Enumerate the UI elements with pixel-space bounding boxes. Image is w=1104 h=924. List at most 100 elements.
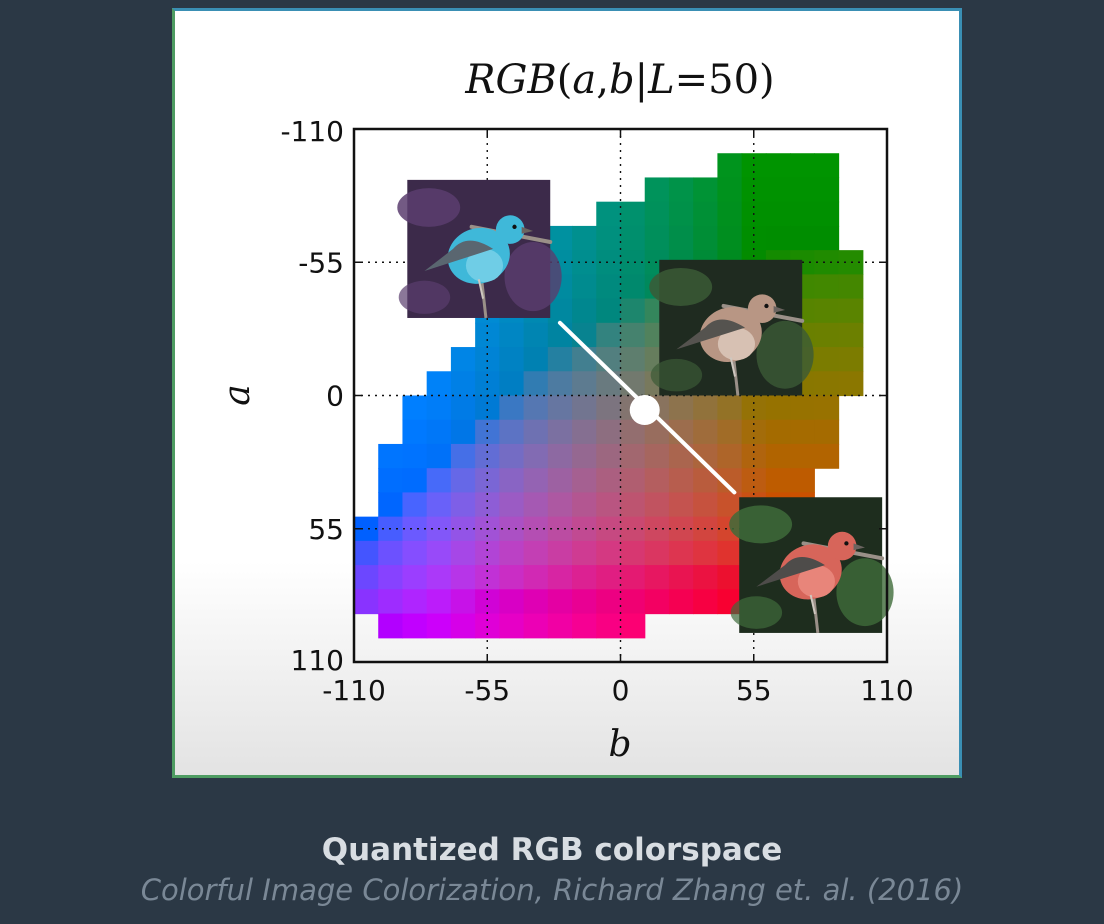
gamut-cell — [765, 395, 791, 421]
gamut-cell — [790, 443, 815, 469]
gamut-cell — [596, 322, 622, 348]
gamut-cell — [596, 395, 622, 421]
gamut-cell — [572, 589, 597, 615]
gamut-cell — [523, 492, 549, 518]
gamut-cell — [402, 589, 428, 615]
gamut-cell — [572, 322, 597, 348]
gamut-cell — [620, 589, 646, 615]
gamut-cell — [450, 395, 476, 421]
x-tick-label: 55 — [736, 674, 772, 707]
gamut-cell — [668, 589, 694, 615]
gamut-cell — [717, 565, 743, 590]
gamut-cell — [402, 516, 428, 542]
gamut-cell — [814, 347, 840, 372]
gamut-cell — [523, 443, 549, 469]
gamut-cell — [693, 565, 719, 590]
gamut-cell — [644, 492, 670, 518]
gamut-cell — [838, 347, 864, 372]
gamut-cell — [814, 201, 840, 227]
gamut-cell — [426, 443, 452, 469]
gamut-cell — [765, 177, 791, 203]
gamut-cell — [450, 443, 476, 469]
gamut-cell — [426, 565, 452, 590]
gamut-cell — [814, 395, 840, 421]
gamut-cell — [765, 225, 791, 251]
gamut-cell — [572, 540, 597, 566]
gamut-cell — [354, 565, 379, 590]
gamut-cell — [523, 395, 549, 421]
gamut-cell — [596, 540, 622, 566]
gamut-cell — [547, 419, 573, 445]
caption-citation: Colorful Image Colorization, Richard Zha… — [140, 873, 964, 907]
gamut-cell — [620, 322, 646, 348]
gamut-cell — [814, 177, 840, 203]
gamut-cell — [499, 419, 525, 445]
gamut-cell — [717, 395, 743, 421]
gamut-cell — [547, 322, 573, 348]
gamut-cell — [547, 371, 573, 397]
gamut-cell — [644, 565, 670, 590]
gamut-cell — [547, 443, 573, 469]
gamut-cell — [765, 443, 791, 469]
gamut-cell — [354, 540, 379, 566]
gamut-cell — [402, 492, 428, 518]
gamut-cell — [620, 468, 646, 494]
gamut-cell — [572, 492, 597, 518]
gamut-cell — [620, 201, 646, 227]
gamut-cell — [402, 613, 428, 639]
gamut-cell — [572, 225, 597, 251]
gamut-cell — [402, 565, 428, 590]
gamut-cell — [717, 153, 743, 179]
gamut-cell — [717, 540, 743, 566]
y-tick-label: -55 — [298, 246, 344, 279]
gamut-cell — [572, 371, 597, 397]
gamut-cell — [450, 565, 476, 590]
gamut-cell — [668, 565, 694, 590]
gamut-cell — [547, 613, 573, 639]
gamut-cell — [765, 153, 791, 179]
gamut-cell — [765, 419, 791, 445]
blue-bird-image — [397, 179, 562, 319]
center-marker — [629, 395, 660, 426]
chart-title: RGB(a,b|L=50) — [464, 57, 774, 103]
gamut-cell — [523, 419, 549, 445]
gamut-cell — [596, 492, 622, 518]
gamut-cell — [475, 540, 500, 566]
x-tick-label: 0 — [612, 674, 630, 707]
gamut-cell — [547, 565, 573, 590]
gamut-cell — [668, 201, 694, 227]
gamut-cell — [596, 565, 622, 590]
gamut-cell — [596, 443, 622, 469]
gamut-cell — [620, 443, 646, 469]
gamut-cell — [426, 613, 452, 639]
gamut-cell — [596, 201, 622, 227]
gamut-cell — [668, 395, 694, 421]
gamut-cell — [426, 540, 452, 566]
gamut-cell — [717, 225, 743, 251]
gamut-cell — [693, 492, 719, 518]
gamut-cell — [693, 225, 719, 251]
gamut-cell — [426, 395, 452, 421]
gamut-cell — [499, 516, 525, 542]
gamut-cell — [450, 589, 476, 615]
gamut-cell — [499, 347, 525, 372]
gamut-cell — [499, 371, 525, 397]
chart: RGB(a,b|L=50) -110 -55 0 55 110-110-55055110… — [217, 57, 914, 765]
gamut-cell — [644, 201, 670, 227]
gamut-cell — [450, 613, 476, 639]
gamut-cell — [378, 468, 404, 494]
gamut-cell — [693, 177, 719, 203]
gamut-cell — [814, 153, 840, 179]
x-tick-label: -110 — [322, 674, 386, 707]
gamut-cell — [838, 274, 864, 300]
gamut-cell — [450, 492, 476, 518]
gamut-cell — [354, 589, 379, 615]
gamut-cell — [790, 225, 815, 251]
gamut-cell — [596, 298, 622, 324]
gamut-cell — [693, 589, 719, 615]
gamut-cell — [668, 516, 694, 542]
gamut-cell — [523, 589, 549, 615]
gamut-cell — [402, 468, 428, 494]
gamut-cell — [547, 395, 573, 421]
gamut-cell — [668, 177, 694, 203]
